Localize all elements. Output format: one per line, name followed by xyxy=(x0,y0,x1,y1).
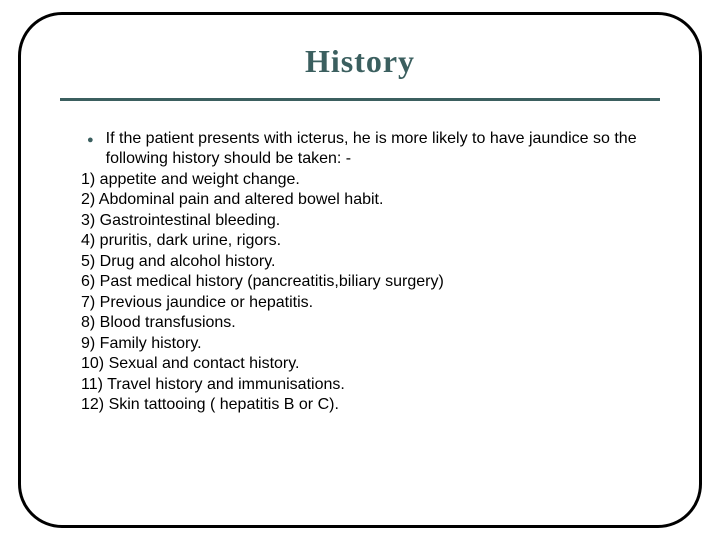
bullet-icon: ● xyxy=(87,133,94,147)
title-divider xyxy=(60,98,660,101)
list-item: 2) Abdominal pain and altered bowel habi… xyxy=(81,190,639,210)
list-item: 11) Travel history and immunisations. xyxy=(81,375,639,395)
slide-title: History xyxy=(21,43,699,80)
list-item: 1) appetite and weight change. xyxy=(81,170,639,190)
slide-frame: History ● If the patient presents with i… xyxy=(18,12,702,528)
history-list: 1) appetite and weight change.2) Abdomin… xyxy=(81,170,639,416)
list-item: 10) Sexual and contact history. xyxy=(81,354,639,374)
list-item: 8) Blood transfusions. xyxy=(81,313,639,333)
list-item: 6) Past medical history (pancreatitis,bi… xyxy=(81,272,639,292)
slide-content: ● If the patient presents with icterus, … xyxy=(81,129,639,416)
list-item: 7) Previous jaundice or hepatitis. xyxy=(81,293,639,313)
list-item: 12) Skin tattooing ( hepatitis B or C). xyxy=(81,395,639,415)
list-item: 9) Family history. xyxy=(81,334,639,354)
intro-text: If the patient presents with icterus, he… xyxy=(106,129,639,170)
list-item: 5) Drug and alcohol history. xyxy=(81,252,639,272)
list-item: 3) Gastrointestinal bleeding. xyxy=(81,211,639,231)
list-item: 4) pruritis, dark urine, rigors. xyxy=(81,231,639,251)
intro-row: ● If the patient presents with icterus, … xyxy=(81,129,639,170)
